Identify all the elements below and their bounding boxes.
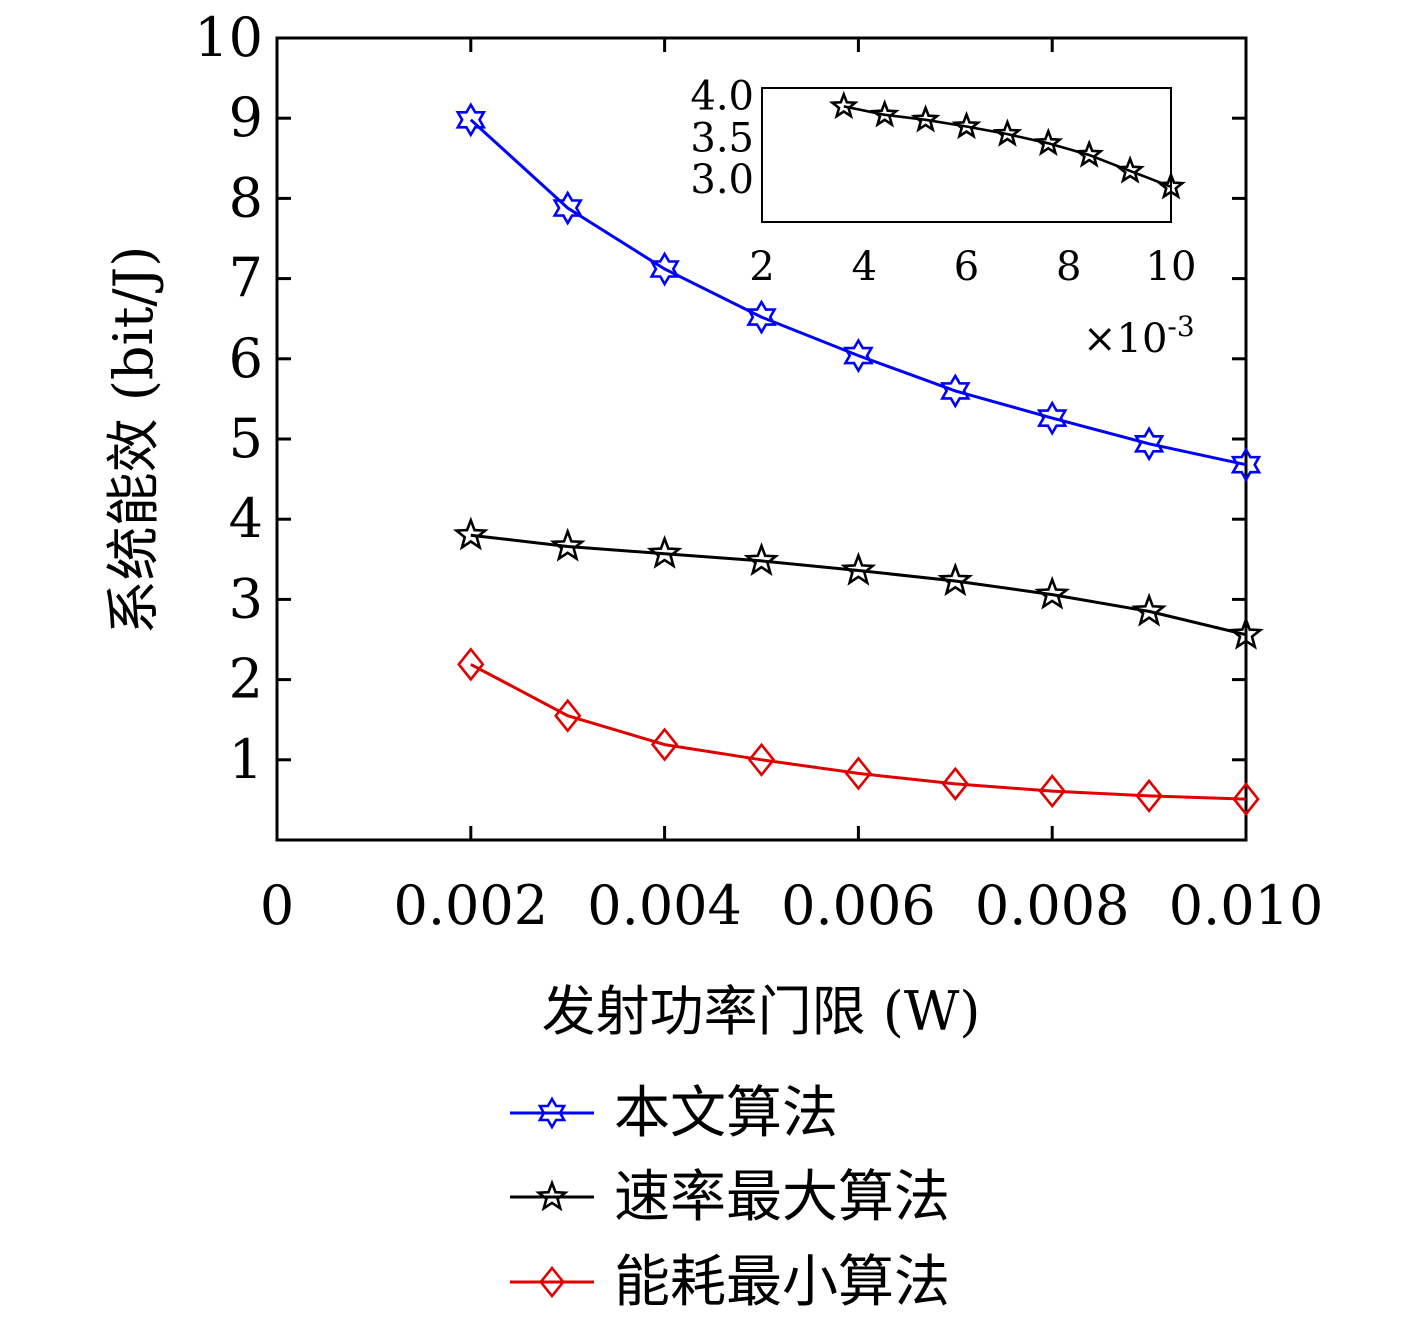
x-tick-label: 0: [260, 874, 294, 937]
inset-data-point: [951, 110, 982, 140]
inset-plot: 3.03.54.0 2 4 6 8 10 ×10-3: [690, 73, 1196, 362]
data-point: [937, 562, 974, 597]
main-plot: 1 2 3 4 5 6 7 8 9 10 0 0.002 0.004 0.006 0.008 0.010 发射功…: [102, 6, 1323, 1043]
series-0: [455, 102, 1262, 483]
legend-marker: [539, 1265, 565, 1299]
inset-data-point: [1115, 155, 1145, 184]
x-tick-label: 0.010: [1169, 874, 1324, 937]
data-point: [452, 516, 489, 551]
data-point: [1034, 575, 1071, 610]
y-tick-label: 8: [229, 166, 263, 229]
series-line: [470, 663, 1247, 801]
y-axis-ticks: 1 2 3 4 5 6 7 8 9 10: [194, 6, 1246, 791]
y-tick-label: 1: [229, 728, 263, 791]
y-tick-label: 10: [194, 6, 263, 69]
data-point: [940, 373, 971, 409]
inset-y-tick-label: 4.0: [690, 73, 754, 119]
inset-y-tick-label: 3.0: [690, 157, 754, 203]
legend-label: 速率最大算法: [614, 1165, 950, 1230]
x-tick-label: 0.002: [394, 874, 549, 937]
series-line: [470, 533, 1247, 637]
x-axis-ticks: 0 0.002 0.004 0.006 0.008 0.010: [260, 38, 1323, 937]
y-tick-label: 3: [229, 567, 263, 630]
inset-data-point: [910, 104, 941, 133]
data-point: [1133, 426, 1165, 462]
data-point: [650, 727, 679, 762]
y-axis-title: 系统能效 (bit/J): [102, 246, 165, 635]
legend-marker: [535, 1179, 569, 1212]
data-point: [455, 102, 487, 138]
inset-data-point: [992, 118, 1023, 147]
data-point: [552, 190, 583, 226]
x-tick-label: 0.004: [587, 874, 742, 937]
series-group: [452, 102, 1264, 817]
data-point: [843, 338, 874, 374]
inset-frame: [761, 87, 1172, 223]
data-point: [554, 698, 582, 733]
legend-item: 速率最大算法: [510, 1165, 950, 1230]
data-point: [746, 299, 777, 335]
data-point: [840, 551, 877, 586]
series-2: [457, 647, 1260, 817]
inset-data-point: [828, 90, 859, 120]
y-tick-label: 5: [229, 407, 263, 470]
y-tick-label: 9: [229, 86, 263, 149]
inset-x-tick-label: 8: [1056, 244, 1081, 290]
y-tick-label: 4: [229, 487, 263, 550]
data-point: [549, 527, 586, 562]
inset-series-line: [843, 105, 1172, 189]
inset-data-point: [1033, 127, 1064, 157]
data-point: [1232, 782, 1260, 817]
data-point: [844, 756, 873, 791]
x-tick-label: 0.006: [781, 874, 936, 937]
series-1: [452, 516, 1264, 650]
inset-x-tick-label: 6: [954, 244, 979, 290]
inset-x-multiplier: ×10-3: [1083, 310, 1195, 362]
inset-data-point: [869, 99, 900, 128]
y-tick-label: 2: [229, 648, 263, 711]
legend-item: 能耗最小算法: [510, 1250, 950, 1315]
data-point: [1036, 400, 1068, 436]
inset-data-point: [1074, 139, 1105, 168]
inset-x-tick-label: 2: [749, 244, 774, 290]
legend-label: 能耗最小算法: [614, 1250, 950, 1315]
data-point: [1230, 447, 1262, 483]
inset-x-multiplier-base: ×10: [1083, 316, 1167, 362]
data-point: [457, 647, 485, 682]
data-point: [649, 251, 680, 287]
data-point: [1228, 615, 1264, 650]
inset-data-point: [1156, 171, 1186, 200]
data-point: [747, 742, 776, 777]
y-tick-label: 6: [229, 327, 263, 390]
y-tick-label: 7: [229, 247, 263, 310]
data-point: [1135, 778, 1163, 813]
inset-x-multiplier-exponent: -3: [1167, 310, 1194, 343]
data-point: [941, 766, 969, 801]
data-point: [646, 534, 683, 569]
inset-x-tick-label: 10: [1146, 244, 1197, 290]
data-point: [1038, 773, 1066, 809]
inset-x-tick-label: 4: [852, 244, 877, 290]
x-axis-title: 发射功率门限 (W): [542, 980, 981, 1043]
legend-marker: [537, 1096, 567, 1130]
inset-series-0: [828, 90, 1186, 200]
legend-label: 本文算法: [614, 1081, 838, 1146]
x-tick-label: 0.008: [975, 874, 1130, 937]
series-line: [469, 118, 1247, 467]
inset-y-tick-label: 3.5: [690, 115, 754, 161]
data-point: [743, 542, 780, 576]
legend-item: 本文算法: [510, 1081, 838, 1146]
data-point: [1131, 592, 1167, 627]
